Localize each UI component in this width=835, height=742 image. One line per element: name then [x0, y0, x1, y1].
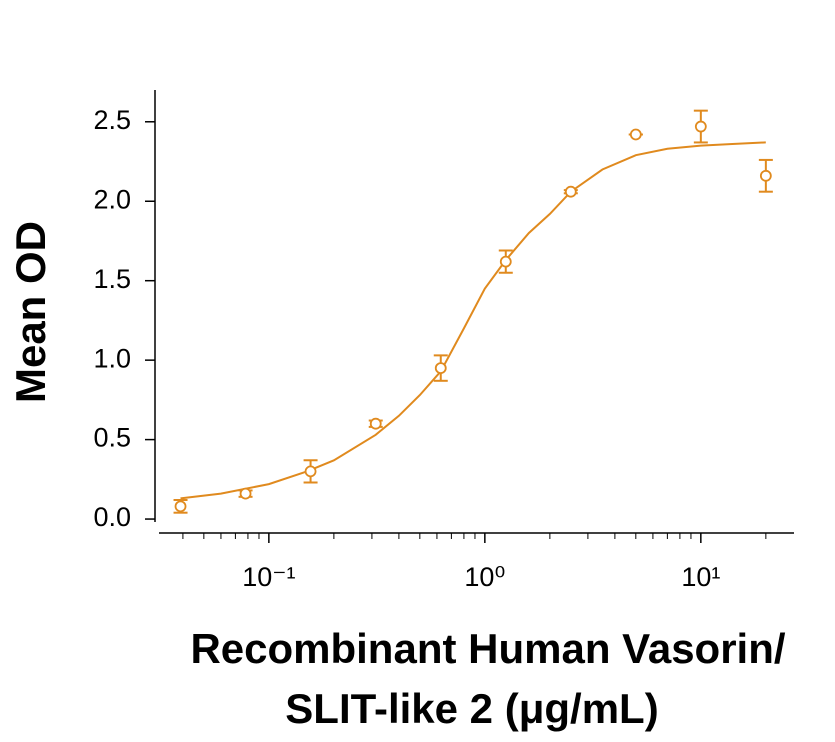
y-axis-label: Mean OD [7, 221, 54, 403]
y-tick-label: 2.5 [93, 105, 131, 135]
data-point [759, 169, 772, 182]
y-tick-label: 1.5 [93, 264, 131, 294]
x-tick-label: 10¹ [681, 562, 720, 592]
data-point [694, 120, 707, 133]
data-point [239, 487, 252, 500]
data-point [369, 417, 382, 430]
data-point [629, 128, 642, 141]
x-tick-label: 10⁻¹ [242, 562, 295, 592]
x-tick-label: 10⁰ [464, 562, 505, 592]
data-point [174, 500, 187, 513]
data-point [304, 465, 317, 478]
y-tick-label: 2.0 [93, 184, 131, 214]
fit-curve [180, 141, 766, 500]
x-axis-label: SLIT-like 2 (μg/mL) [285, 685, 658, 732]
y-tick-label: 1.0 [93, 343, 131, 373]
y-tick-label: 0.5 [93, 423, 131, 453]
y-tick-label: 0.0 [93, 502, 131, 532]
data-point [434, 362, 447, 374]
x-axis-label: Recombinant Human Vasorin/ [190, 625, 785, 672]
data-point [499, 255, 512, 268]
data-point [564, 185, 577, 198]
